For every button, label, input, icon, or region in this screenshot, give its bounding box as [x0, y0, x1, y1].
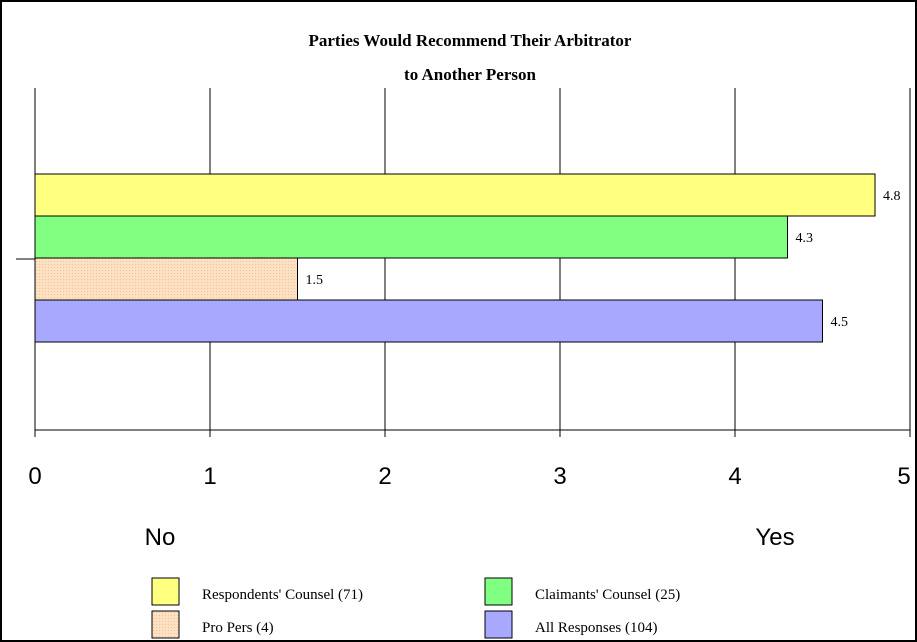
legend-swatch-2: [151, 610, 180, 639]
bar-2: [34, 257, 298, 301]
chart-title-line-2: to Another Person: [404, 65, 536, 84]
x-tick-label-5: 5: [897, 463, 910, 490]
legend-swatch-0: [151, 577, 180, 606]
bar-value-label-3: 4.5: [831, 315, 849, 330]
grid-lines: [34, 88, 911, 430]
legend-label-1: Claimants' Counsel (25): [535, 587, 680, 603]
x-tick-label-1: 1: [203, 463, 216, 490]
bar-value-label-0: 4.8: [883, 189, 901, 204]
bar-3: [34, 299, 823, 343]
legend-swatch-3: [484, 610, 513, 639]
bar-value-label-2: 1.5: [306, 273, 324, 288]
bar-value-label-1: 4.3: [796, 231, 814, 246]
x-tick-label-4: 4: [728, 463, 741, 490]
x-tick-label-0: 0: [28, 463, 41, 490]
x-tick-label-2: 2: [378, 463, 391, 490]
legend: Respondents' Counsel (71) Claimants' Coun…: [151, 577, 680, 639]
chart-title-line-1: Parties Would Recommend Their Arbitrator: [309, 31, 632, 50]
bar-1: [34, 215, 788, 259]
scale-label-no: No: [145, 524, 176, 551]
legend-label-3: All Responses (104): [535, 620, 658, 636]
legend-label-0: Respondents' Counsel (71): [202, 587, 363, 603]
scale-label-yes: Yes: [755, 524, 794, 551]
bars-group: 4.8 4.3 1.5 4.5: [16, 173, 901, 343]
x-axis: 0 1 2 3 4 5: [28, 429, 911, 490]
bar-0: [34, 173, 876, 217]
legend-label-2: Pro Pers (4): [202, 620, 274, 636]
x-tick-label-3: 3: [553, 463, 566, 490]
legend-swatch-1: [484, 577, 513, 606]
